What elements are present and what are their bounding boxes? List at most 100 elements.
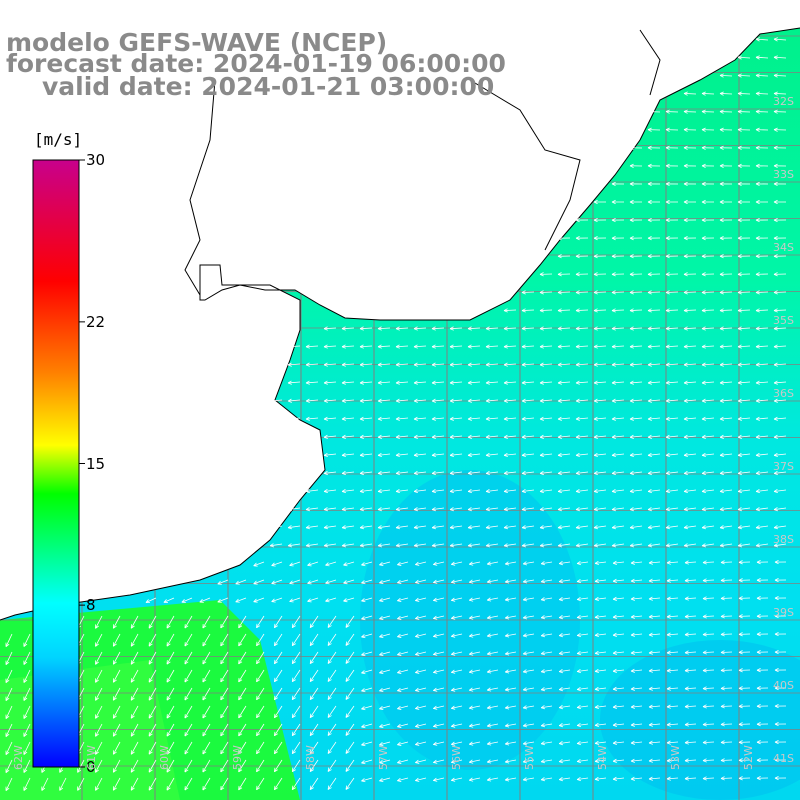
wind-arrow (323, 416, 337, 421)
wind-arrow (737, 272, 751, 277)
wind-arrow (630, 758, 643, 763)
wind-arrow (486, 651, 499, 656)
wind-arrow (540, 633, 553, 638)
wind-arrow (773, 543, 787, 548)
wind-arrow (220, 651, 229, 665)
wind-arrow (323, 434, 337, 439)
longitude-label: 54W (596, 745, 609, 770)
wind-arrow (720, 650, 733, 655)
wind-arrow (593, 217, 607, 223)
wind-arrow (504, 597, 517, 602)
wind-arrow (377, 362, 391, 367)
wind-arrow (130, 723, 139, 737)
wind-arrow (665, 326, 679, 331)
wind-arrow (575, 452, 589, 458)
wind-arrow (235, 579, 247, 585)
wind-arrow (431, 452, 445, 458)
wind-arrow (755, 181, 769, 187)
wind-arrow (611, 199, 625, 205)
wind-arrow (359, 380, 373, 385)
wind-arrow (341, 362, 355, 367)
wind-arrow (341, 344, 355, 349)
wind-arrow (467, 488, 481, 494)
wind-arrow (665, 380, 679, 385)
wind-arrow (701, 199, 715, 205)
wind-arrow (269, 470, 283, 476)
wind-arrow (719, 290, 733, 295)
wind-arrow (323, 452, 337, 458)
wind-arrow (287, 543, 301, 548)
wind-arrow (202, 723, 211, 737)
wind-arrow (611, 217, 625, 223)
wind-arrow (238, 669, 247, 683)
wind-arrow (130, 651, 139, 665)
wind-arrow (737, 217, 751, 223)
wind-arrow (683, 507, 697, 512)
wind-arrow (720, 614, 733, 619)
wind-arrow (576, 632, 589, 638)
wind-arrow (702, 632, 715, 637)
wind-arrow (557, 326, 571, 331)
wind-arrow (397, 741, 409, 746)
wind-arrow (433, 705, 445, 710)
wind-arrow (539, 380, 553, 385)
wind-arrow (166, 651, 175, 665)
wind-arrow (720, 596, 733, 601)
wind-arrow (648, 614, 661, 619)
wind-arrow (269, 543, 283, 548)
longitude-label: 58W (304, 745, 317, 770)
wind-arrow (468, 579, 481, 584)
wind-arrow (327, 651, 337, 664)
wind-arrow (5, 759, 13, 773)
wind-arrow (593, 416, 607, 421)
wind-arrow (504, 759, 517, 764)
wind-arrow (683, 145, 697, 150)
wind-arrow (112, 759, 121, 773)
wind-arrow (648, 686, 661, 691)
wind-arrow (719, 507, 733, 512)
wind-arrow (612, 668, 625, 673)
wind-arrow (184, 705, 193, 719)
wind-arrow (504, 741, 517, 746)
wind-arrow (361, 741, 373, 747)
wind-arrow (558, 687, 571, 692)
wind-arrow (112, 669, 121, 683)
wind-arrow (773, 470, 787, 476)
wind-arrow (166, 705, 175, 719)
wind-arrow (341, 507, 355, 512)
wind-arrow (719, 380, 733, 385)
wind-arrow (486, 777, 499, 782)
wind-arrow (756, 686, 769, 691)
wind-arrow (521, 525, 535, 530)
wind-arrow (683, 109, 697, 114)
wind-arrow (720, 686, 733, 691)
wind-arrow (467, 470, 481, 476)
wind-arrow (557, 254, 571, 259)
wind-arrow (593, 507, 607, 512)
wind-arrow (683, 326, 697, 331)
wind-arrow (77, 777, 85, 791)
wind-arrow (665, 145, 679, 150)
wind-arrow (684, 686, 697, 691)
wind-arrow (235, 597, 247, 603)
wind-arrow (594, 776, 607, 782)
colorbar-tick-label: 30 (86, 151, 106, 169)
wind-arrow (521, 362, 535, 367)
wind-arrow (666, 722, 679, 727)
wind-arrow (184, 723, 193, 737)
wind-arrow (737, 416, 751, 421)
wind-arrow (415, 633, 427, 638)
wind-arrow (166, 615, 175, 629)
wind-arrow (415, 579, 427, 584)
wind-arrow (359, 525, 373, 530)
wind-arrow (719, 217, 733, 223)
wind-arrow (256, 687, 265, 701)
wind-arrow (305, 470, 319, 476)
wind-arrow (468, 597, 481, 602)
wind-arrow (738, 758, 751, 763)
wind-arrow (773, 507, 787, 512)
wind-arrow (647, 488, 661, 494)
wind-arrow (449, 326, 463, 331)
wind-arrow (345, 651, 355, 664)
wind-arrow (23, 633, 31, 647)
